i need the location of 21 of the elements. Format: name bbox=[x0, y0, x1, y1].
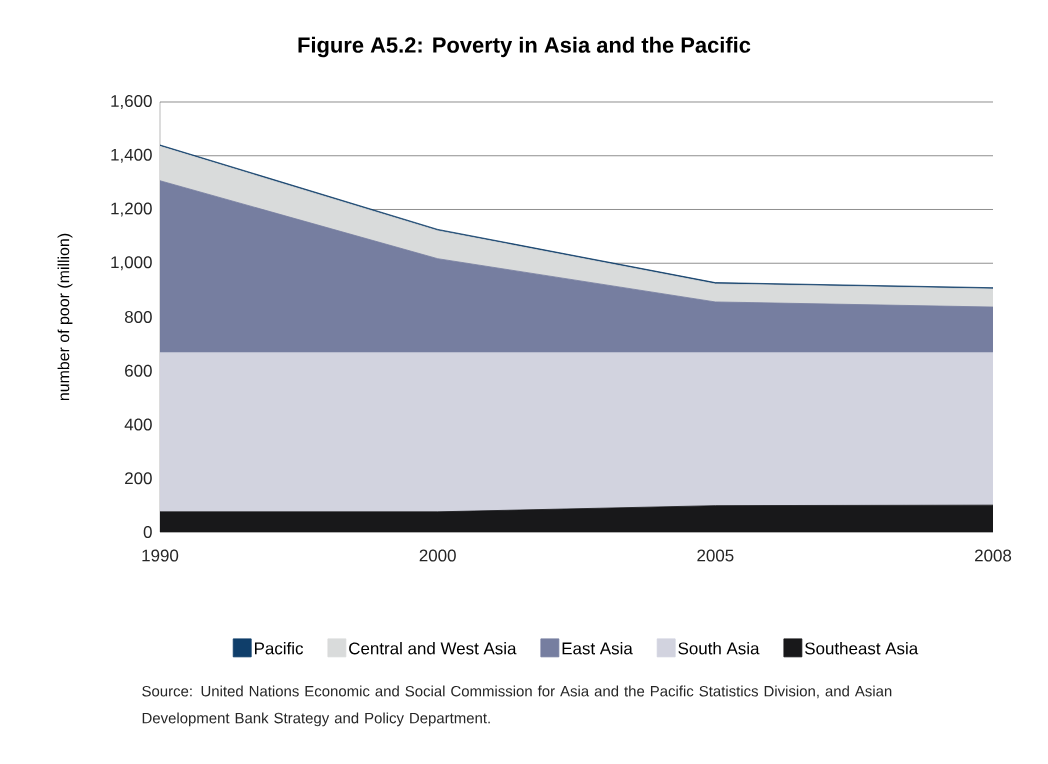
y-tick-label: 200 bbox=[125, 472, 152, 485]
legend-label: Pacific bbox=[255, 641, 304, 655]
y-tick-label: 1,600 bbox=[111, 95, 152, 109]
x-tick-label: 2008 bbox=[975, 549, 1012, 562]
x-tick-label: 2005 bbox=[697, 549, 734, 562]
legend-label: Central and West Asia bbox=[349, 641, 517, 655]
source-note: Source: United Nations Economic and Social Commission for Asia and the Pacific Statistics Division, and Asian Development Bank Strategy and Policy Department. bbox=[142, 685, 892, 727]
x-tick-label: 2000 bbox=[419, 549, 456, 562]
y-tick-label: 1,200 bbox=[111, 202, 152, 217]
y-tick-label: 1,400 bbox=[111, 148, 152, 163]
legend-label: Southeast Asia bbox=[805, 641, 919, 655]
x-tick-label: 1990 bbox=[142, 549, 179, 562]
y-axis-title: number of poor (million) bbox=[57, 233, 73, 401]
y-tick-label: 400 bbox=[124, 418, 152, 431]
legend-label: East Asia bbox=[562, 641, 633, 655]
chart-title: Figure A5.2: Poverty in Asia and the Pacific bbox=[298, 36, 751, 58]
y-tick-label: 1,000 bbox=[111, 256, 152, 271]
y-tick-label: 600 bbox=[125, 364, 152, 377]
y-tick-label: 800 bbox=[124, 311, 152, 323]
legend-label: South Asia bbox=[678, 641, 760, 655]
y-tick-label: 0 bbox=[143, 526, 152, 538]
